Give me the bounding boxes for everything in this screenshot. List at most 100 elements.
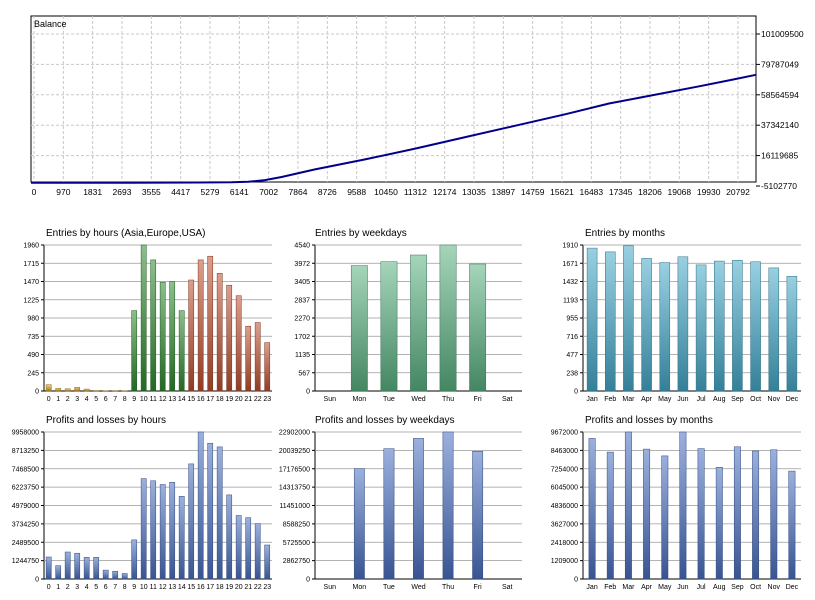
pl-hours-y-label: 3734250 <box>12 521 39 528</box>
pl-hours-x-label: 8 <box>123 584 127 591</box>
entries-hours-bar-12 <box>159 281 166 392</box>
pl-hours-bar-15 <box>188 463 195 580</box>
entries-hours-bar-18 <box>216 273 223 392</box>
pl-by-weekdays-chart: 22902000 20039250 17176500 14313750 11451000… <box>270 412 530 600</box>
balance-x-label: 2693 <box>113 187 132 197</box>
pl-hours-x-label: 7 <box>113 584 117 591</box>
pl-hours-x-label: 5 <box>94 584 98 591</box>
entries-hours-x-label: 22 <box>254 396 262 403</box>
entries-weekdays-x-label: Fri <box>474 396 483 403</box>
entries-months-bar-aug <box>714 260 725 392</box>
pl-hours-bar-3 <box>74 552 81 580</box>
balance-x-label: 8726 <box>318 187 337 197</box>
pl-hours-y-label: 9958000 <box>12 430 39 437</box>
pl-hours-bar-11 <box>150 480 157 580</box>
balance-x-label: 16483 <box>580 187 604 197</box>
entries-hours-y-label: 1715 <box>23 261 39 268</box>
entries-hours-x-label: 4 <box>85 396 89 403</box>
entries-months-bar-may <box>659 262 671 392</box>
pl-weekdays-x-label: Tue <box>383 584 395 591</box>
pl-months-x-label: Sep <box>731 584 744 591</box>
balance-x-label: 13035 <box>462 187 486 197</box>
entries-hours-x-label: 11 <box>150 396 157 403</box>
entries-weekdays-y-label: 2270 <box>294 316 310 323</box>
balance-y-label: 58564594 <box>761 90 799 100</box>
entries-weekdays-y-label: 1135 <box>295 352 310 359</box>
pl-hours-bar-19 <box>226 494 233 580</box>
pl-hours-bar-12 <box>159 484 166 580</box>
pl-hours-x-label: 19 <box>225 584 233 591</box>
pl-hours-bar-8 <box>121 573 128 580</box>
pl-hours-y-label: 4979000 <box>12 503 39 510</box>
balance-x-label: 1831 <box>83 187 102 197</box>
pl-weekdays-y-label: 11451000 <box>279 503 310 510</box>
pl-months-x-label: Nov <box>768 584 781 591</box>
pl-by-weekdays-svg: 22902000 20039250 17176500 14313750 11451000… <box>279 430 522 591</box>
pl-hours-bar-6 <box>102 569 109 580</box>
balance-x-label: 17345 <box>609 187 633 197</box>
entries-hours-x-label: 17 <box>206 396 214 403</box>
pl-hours-bar-18 <box>216 446 223 580</box>
entries-hours-x-label: 6 <box>104 396 108 403</box>
entries-weekdays-bar-thu <box>439 244 457 392</box>
entries-hours-bar-11 <box>150 259 157 392</box>
balance-x-label: 0 <box>32 187 37 197</box>
entries-months-bar-apr <box>641 258 652 392</box>
pl-hours-y-label: 8713250 <box>12 448 39 455</box>
pl-weekdays-y-label: 17176500 <box>279 466 310 473</box>
entries-hours-x-label: 10 <box>140 396 148 403</box>
entries-hours-bar-22 <box>254 322 261 392</box>
balance-chart-title: Balance <box>34 19 67 29</box>
pl-months-bar-jun <box>679 431 687 580</box>
entries-weekdays-x-label: Wed <box>411 396 425 403</box>
pl-hours-x-label: 18 <box>216 584 224 591</box>
entries-weekdays-y-label: 567 <box>298 370 310 377</box>
pl-hours-bar-4 <box>83 557 90 580</box>
balance-x-label: 14759 <box>521 187 545 197</box>
pl-hours-x-label: 17 <box>206 584 214 591</box>
pl-hours-x-label: 20 <box>235 584 243 591</box>
entries-hours-y-label: 735 <box>27 334 39 341</box>
pl-months-bar-sep <box>733 446 741 580</box>
pl-months-y-label: 9672000 <box>551 430 578 437</box>
entries-hours-bar-9 <box>131 310 138 392</box>
entries-hours-x-label: 3 <box>75 396 79 403</box>
pl-months-x-label: Aug <box>713 584 726 591</box>
pl-hours-x-label: 2 <box>66 584 70 591</box>
balance-line <box>31 73 757 184</box>
entries-weekdays-x-label: Sat <box>502 396 513 403</box>
entries-weekdays-y-label: 3972 <box>294 261 310 268</box>
entries-hours-x-label: 16 <box>197 396 205 403</box>
pl-months-x-label: Dec <box>786 584 799 591</box>
entries-hours-bar-3 <box>74 387 81 392</box>
pl-weekdays-x-label: Sat <box>502 584 513 591</box>
pl-hours-bar-2 <box>64 551 71 580</box>
balance-x-label: 11312 <box>404 187 427 197</box>
pl-weekdays-y-label: 20039250 <box>279 448 310 455</box>
pl-hours-x-label: 12 <box>159 584 167 591</box>
entries-hours-x-label: 14 <box>178 396 186 403</box>
pl-weekdays-x-label: Mon <box>353 584 367 591</box>
balance-x-label: 15621 <box>550 187 574 197</box>
entries-hours-x-label: 7 <box>113 396 117 403</box>
entries-months-x-label: Apr <box>641 396 653 403</box>
pl-hours-bar-16 <box>197 431 204 580</box>
pl-months-y-label: 2418000 <box>551 540 578 547</box>
balance-y-label: 37342140 <box>761 120 799 130</box>
pl-hours-x-label: 3 <box>75 584 79 591</box>
pl-hours-y-label: 7468500 <box>12 466 39 473</box>
entries-hours-y-label: 1225 <box>23 297 39 304</box>
pl-months-x-label: May <box>658 584 672 591</box>
pl-hours-x-label: 13 <box>168 584 176 591</box>
balance-x-label: 13897 <box>492 187 516 197</box>
pl-weekdays-bar-thu <box>442 431 454 580</box>
pl-hours-x-label: 15 <box>187 584 195 591</box>
entries-hours-bar-20 <box>235 295 242 392</box>
entries-hours-bar-23 <box>264 342 271 392</box>
pl-hours-x-label: 22 <box>254 584 262 591</box>
entries-weekdays-x-label: Tue <box>383 396 395 403</box>
pl-hours-x-label: 21 <box>244 584 252 591</box>
balance-x-label: 3555 <box>142 187 161 197</box>
entries-hours-y-label: 490 <box>27 352 39 359</box>
entries-months-y-label: 716 <box>566 334 578 341</box>
